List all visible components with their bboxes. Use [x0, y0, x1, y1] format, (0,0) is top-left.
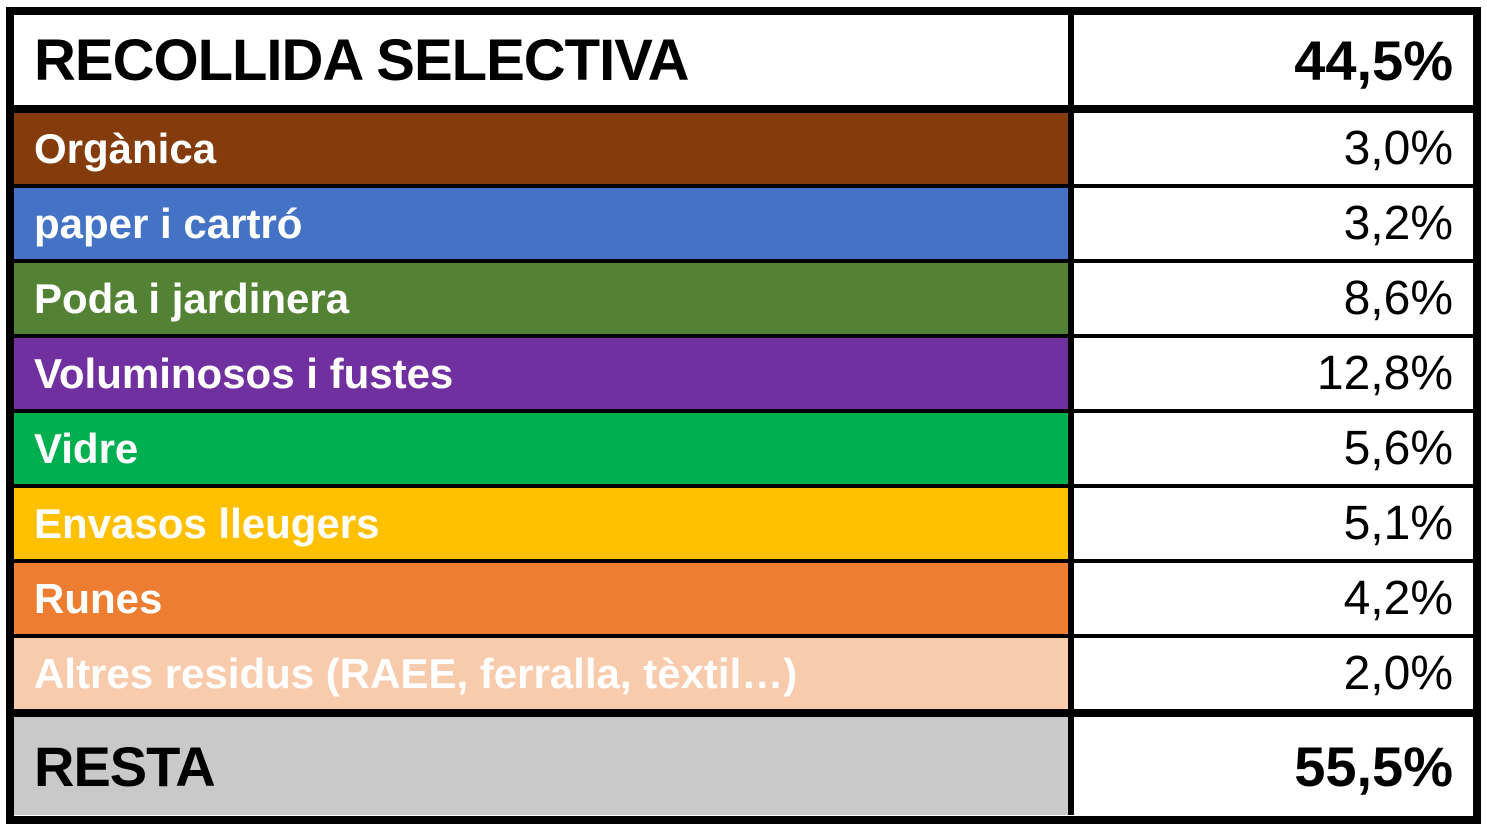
table-row-poda-i-jardinera: Poda i jardinera 8,6% — [14, 263, 1473, 338]
row-value: 2,0% — [1074, 638, 1473, 709]
row-label: Voluminosos i fustes — [14, 338, 1074, 409]
table-row-resta: RESTA 55,5% — [14, 717, 1473, 815]
row-label: Vidre — [14, 413, 1074, 484]
header-title: RECOLLIDA SELECTIVA — [14, 15, 1074, 105]
header-row: RECOLLIDA SELECTIVA 44,5% — [14, 15, 1473, 113]
table-row-envasos-lleugers: Envasos lleugers 5,1% — [14, 488, 1473, 563]
table-row-altres-residus: Altres residus (RAEE, ferralla, tèxtil…)… — [14, 638, 1473, 717]
footer-title: RESTA — [14, 717, 1074, 815]
row-label: paper i cartró — [14, 188, 1074, 259]
row-value: 12,8% — [1074, 338, 1473, 409]
row-label: Poda i jardinera — [14, 263, 1074, 334]
table-row-runes: Runes 4,2% — [14, 563, 1473, 638]
footer-total-value: 55,5% — [1074, 717, 1473, 815]
row-value: 5,1% — [1074, 488, 1473, 559]
table-row-voluminosos-i-fustes: Voluminosos i fustes 12,8% — [14, 338, 1473, 413]
row-value: 8,6% — [1074, 263, 1473, 334]
row-label: Orgànica — [14, 113, 1074, 184]
row-value: 3,2% — [1074, 188, 1473, 259]
table-row-vidre: Vidre 5,6% — [14, 413, 1473, 488]
row-value: 4,2% — [1074, 563, 1473, 634]
table-row-organica: Orgànica 3,0% — [14, 113, 1473, 188]
row-label: Envasos lleugers — [14, 488, 1074, 559]
waste-collection-table: RECOLLIDA SELECTIVA 44,5% Orgànica 3,0% … — [6, 7, 1481, 824]
header-total-value: 44,5% — [1074, 15, 1473, 105]
row-label: Altres residus (RAEE, ferralla, tèxtil…) — [14, 638, 1074, 709]
row-label: Runes — [14, 563, 1074, 634]
table-row-paper-i-cartro: paper i cartró 3,2% — [14, 188, 1473, 263]
row-value: 3,0% — [1074, 113, 1473, 184]
row-value: 5,6% — [1074, 413, 1473, 484]
